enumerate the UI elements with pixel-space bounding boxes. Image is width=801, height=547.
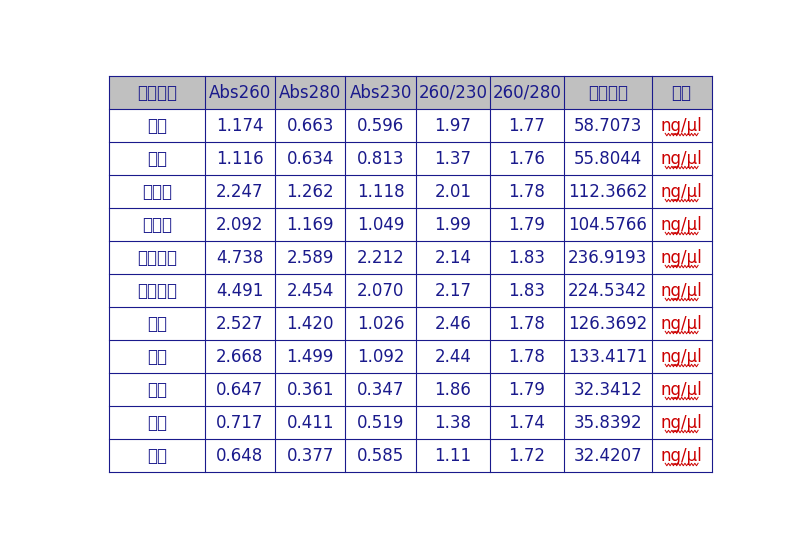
- Text: 1.262: 1.262: [286, 183, 334, 201]
- Text: ng/μl: ng/μl: [661, 216, 702, 234]
- Text: 1.97: 1.97: [434, 117, 471, 135]
- Text: 58.7073: 58.7073: [574, 117, 642, 135]
- Text: 1.74: 1.74: [509, 414, 545, 432]
- Text: 1.78: 1.78: [509, 347, 545, 365]
- Text: 1.83: 1.83: [508, 249, 545, 266]
- Text: 0.596: 0.596: [357, 117, 405, 135]
- Text: 224.5342: 224.5342: [568, 282, 647, 300]
- Text: 1.72: 1.72: [508, 446, 545, 464]
- Text: 104.5766: 104.5766: [568, 216, 647, 234]
- Text: 0.647: 0.647: [216, 381, 264, 399]
- Text: ng/μl: ng/μl: [661, 381, 702, 399]
- Text: 4.491: 4.491: [216, 282, 264, 300]
- Text: 粪便: 粪便: [147, 315, 167, 333]
- Text: 2.212: 2.212: [356, 249, 405, 266]
- Text: 35.8392: 35.8392: [574, 414, 642, 432]
- Text: 0.519: 0.519: [357, 414, 405, 432]
- Text: 1.79: 1.79: [509, 381, 545, 399]
- Text: ng/μl: ng/μl: [661, 315, 702, 333]
- Text: 2.14: 2.14: [434, 249, 471, 266]
- Text: 0.813: 0.813: [356, 150, 405, 167]
- Text: 260/280: 260/280: [493, 84, 562, 102]
- Text: 2.527: 2.527: [216, 315, 264, 333]
- Text: ng/μl: ng/μl: [661, 249, 702, 266]
- Text: 0.585: 0.585: [357, 446, 405, 464]
- Text: 枯草杆菌: 枯草杆菌: [137, 249, 177, 266]
- Text: 猪肉: 猪肉: [147, 117, 167, 135]
- Text: 1.499: 1.499: [287, 347, 334, 365]
- Text: 1.79: 1.79: [509, 216, 545, 234]
- Text: 2.454: 2.454: [287, 282, 334, 300]
- Text: 1.092: 1.092: [356, 347, 405, 365]
- Text: 人血: 人血: [147, 381, 167, 399]
- Text: 人血: 人血: [147, 446, 167, 464]
- Text: 1.116: 1.116: [216, 150, 264, 167]
- Text: 0.634: 0.634: [287, 150, 334, 167]
- Text: Abs230: Abs230: [349, 84, 412, 102]
- Text: 单位: 单位: [672, 84, 691, 102]
- Text: 小蓬草: 小蓬草: [142, 183, 172, 201]
- Text: 1.38: 1.38: [434, 414, 471, 432]
- Text: 2.46: 2.46: [434, 315, 471, 333]
- Text: 1.420: 1.420: [287, 315, 334, 333]
- Text: 0.411: 0.411: [287, 414, 334, 432]
- Text: ng/μl: ng/μl: [661, 150, 702, 167]
- Text: 1.026: 1.026: [356, 315, 405, 333]
- Text: 260/230: 260/230: [418, 84, 487, 102]
- Text: ng/μl: ng/μl: [661, 117, 702, 135]
- Text: 2.01: 2.01: [434, 183, 471, 201]
- Text: Abs260: Abs260: [208, 84, 271, 102]
- Text: 2.092: 2.092: [216, 216, 264, 234]
- Text: ng/μl: ng/μl: [661, 282, 702, 300]
- Text: 2.247: 2.247: [216, 183, 264, 201]
- Text: 人血: 人血: [147, 414, 167, 432]
- Text: 1.78: 1.78: [509, 183, 545, 201]
- Text: 112.3662: 112.3662: [568, 183, 647, 201]
- Text: 1.76: 1.76: [509, 150, 545, 167]
- Text: 1.77: 1.77: [509, 117, 545, 135]
- Bar: [110, 76, 711, 109]
- Text: 1.049: 1.049: [357, 216, 405, 234]
- Text: 0.663: 0.663: [287, 117, 334, 135]
- Text: 1.118: 1.118: [356, 183, 405, 201]
- Text: 0.377: 0.377: [287, 446, 334, 464]
- Text: 小蓬草: 小蓬草: [142, 216, 172, 234]
- Text: 1.174: 1.174: [216, 117, 264, 135]
- Text: 55.8044: 55.8044: [574, 150, 642, 167]
- Text: 1.169: 1.169: [287, 216, 334, 234]
- Text: 1.37: 1.37: [434, 150, 471, 167]
- Text: 2.44: 2.44: [434, 347, 471, 365]
- Text: Abs280: Abs280: [279, 84, 341, 102]
- Text: 133.4171: 133.4171: [568, 347, 647, 365]
- Text: 1.11: 1.11: [434, 446, 471, 464]
- Text: 1.99: 1.99: [434, 216, 471, 234]
- Text: 2.17: 2.17: [434, 282, 471, 300]
- Text: 0.361: 0.361: [287, 381, 334, 399]
- Text: 猪肉: 猪肉: [147, 150, 167, 167]
- Text: 样品浓度: 样品浓度: [588, 84, 628, 102]
- Text: ng/μl: ng/μl: [661, 414, 702, 432]
- Text: 32.4207: 32.4207: [574, 446, 642, 464]
- Text: ng/μl: ng/μl: [661, 183, 702, 201]
- Text: ng/μl: ng/μl: [661, 347, 702, 365]
- Text: 枯草杆菌: 枯草杆菌: [137, 282, 177, 300]
- Text: 0.717: 0.717: [216, 414, 264, 432]
- Text: 0.648: 0.648: [216, 446, 264, 464]
- Text: 1.86: 1.86: [434, 381, 471, 399]
- Text: 2.070: 2.070: [357, 282, 405, 300]
- Text: 2.589: 2.589: [287, 249, 334, 266]
- Text: 4.738: 4.738: [216, 249, 264, 266]
- Text: 236.9193: 236.9193: [568, 249, 647, 266]
- Text: 实验样本: 实验样本: [137, 84, 177, 102]
- Text: 32.3412: 32.3412: [574, 381, 642, 399]
- Text: ng/μl: ng/μl: [661, 446, 702, 464]
- Text: 0.347: 0.347: [357, 381, 405, 399]
- Text: 粪便: 粪便: [147, 347, 167, 365]
- Text: 1.78: 1.78: [509, 315, 545, 333]
- Text: 2.668: 2.668: [216, 347, 264, 365]
- Text: 126.3692: 126.3692: [568, 315, 647, 333]
- Text: 1.83: 1.83: [508, 282, 545, 300]
